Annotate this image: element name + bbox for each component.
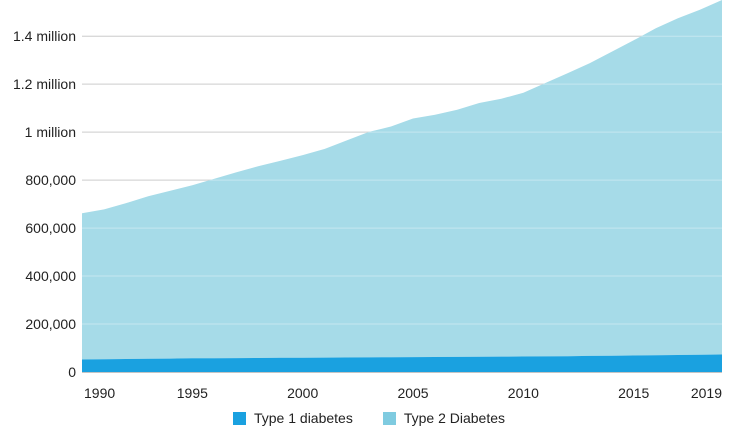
- y-tick-label: 200,000: [25, 316, 76, 332]
- y-tick-label: 1.2 million: [13, 76, 76, 92]
- legend-swatch-type1: [232, 411, 246, 425]
- legend-swatch-type2: [382, 411, 396, 425]
- area-type-2-diabetes: [82, 0, 722, 360]
- y-axis-ticks: 0 200,000 400,000 600,000 800,000 1 million 1.…: [13, 28, 76, 380]
- legend-label-type2: Type 2 Diabetes: [403, 410, 506, 426]
- x-tick-label: 1990: [84, 385, 115, 401]
- x-tick-label: 2005: [397, 385, 428, 401]
- legend-label-type1: Type 1 diabetes: [253, 410, 353, 426]
- area-type-1-diabetes: [82, 354, 722, 372]
- y-tick-label: 1 million: [25, 124, 76, 140]
- x-tick-label: 2019: [691, 385, 722, 401]
- x-tick-label: 1995: [177, 385, 208, 401]
- x-tick-label: 2000: [287, 385, 318, 401]
- legend-item-type1[interactable]: Type 1 diabetes: [232, 410, 353, 426]
- series-areas: [82, 0, 722, 372]
- y-tick-label: 400,000: [25, 268, 76, 284]
- y-tick-label: 0: [68, 364, 76, 380]
- x-tick-label: 2010: [508, 385, 539, 401]
- y-tick-label: 1.4 million: [13, 28, 76, 44]
- x-tick-label: 2015: [618, 385, 649, 401]
- y-tick-label: 800,000: [25, 172, 76, 188]
- legend: Type 1 diabetes Type 2 Diabetes: [0, 410, 738, 426]
- y-tick-label: 600,000: [25, 220, 76, 236]
- x-axis-ticks: 1990 1995 2000 2005 2010 2015 2019: [84, 385, 722, 401]
- legend-item-type2[interactable]: Type 2 Diabetes: [382, 410, 506, 426]
